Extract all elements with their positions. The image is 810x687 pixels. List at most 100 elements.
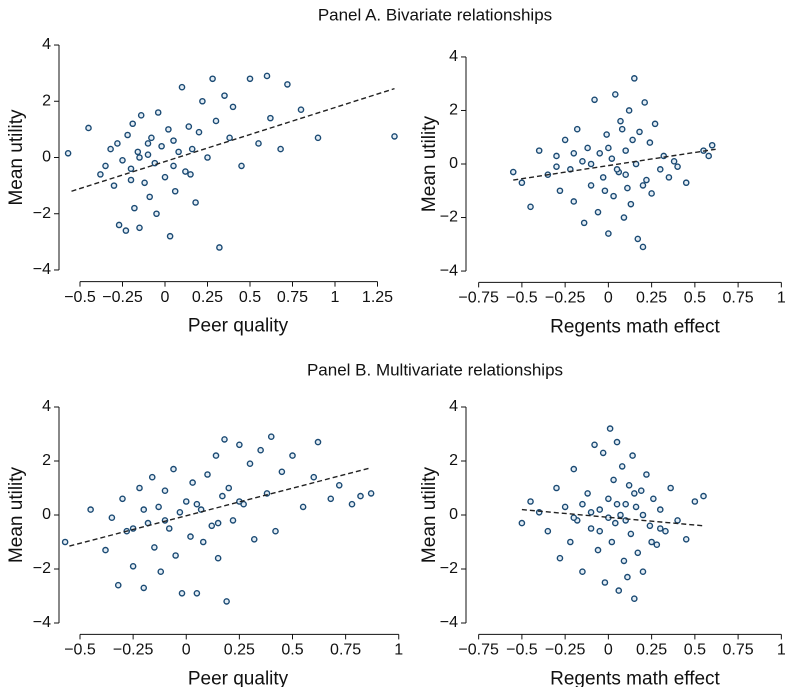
point — [553, 484, 560, 492]
point — [603, 131, 610, 138]
point — [327, 495, 335, 503]
y-tick-label: 4 — [449, 398, 458, 415]
point — [335, 481, 343, 489]
point — [622, 171, 629, 179]
point — [646, 139, 654, 146]
point — [272, 527, 279, 535]
y-tick-label: −4 — [33, 614, 51, 631]
point — [85, 124, 92, 132]
x-tick-label: 1 — [331, 289, 340, 306]
x-axis-label: Regents math effect — [550, 316, 720, 337]
fit-line — [513, 148, 716, 181]
point — [665, 174, 673, 181]
point — [705, 152, 713, 160]
point — [131, 204, 138, 212]
point — [629, 136, 636, 144]
point — [64, 149, 72, 157]
x-tick-label: −0.25 — [113, 642, 154, 659]
point — [144, 140, 152, 147]
point — [263, 72, 271, 80]
point — [553, 152, 560, 160]
point — [161, 173, 169, 181]
point — [535, 147, 543, 154]
point — [284, 81, 291, 88]
y-tick-label: 2 — [42, 452, 51, 469]
y-tick-label: 2 — [449, 102, 458, 119]
point — [627, 200, 635, 208]
point — [148, 134, 155, 142]
point — [214, 519, 222, 527]
x-axis-label: Peer quality — [188, 316, 289, 337]
x-tick-label: −0.5 — [64, 289, 96, 306]
point — [639, 182, 647, 189]
point — [141, 179, 148, 187]
point — [591, 96, 598, 104]
point — [171, 187, 179, 195]
point — [580, 219, 588, 227]
point — [608, 538, 616, 546]
point — [189, 479, 196, 486]
x-tick-label: 0.5 — [684, 642, 706, 659]
point — [278, 468, 286, 476]
point — [192, 199, 199, 206]
point — [182, 168, 189, 175]
point — [631, 490, 638, 497]
point — [124, 131, 131, 139]
point — [594, 208, 602, 216]
x-tick-label: 0 — [182, 642, 191, 659]
point — [617, 511, 624, 519]
point — [225, 484, 233, 492]
point — [212, 117, 220, 125]
point — [584, 490, 591, 497]
point — [605, 230, 612, 237]
point — [648, 190, 655, 197]
x-tick-label: 0.75 — [330, 642, 361, 659]
point — [579, 500, 586, 508]
y-tick-label: 4 — [42, 398, 51, 415]
x-tick-label: −0.75 — [458, 290, 499, 307]
y-tick-label: −4 — [440, 262, 458, 279]
x-tick-label: 1 — [394, 642, 403, 659]
point — [579, 568, 586, 576]
point — [610, 476, 617, 484]
point — [277, 145, 284, 153]
point — [166, 232, 174, 240]
y-tick-label: 0 — [42, 149, 51, 166]
point — [229, 103, 237, 111]
point — [708, 141, 716, 149]
x-tick-label: −0.5 — [506, 290, 538, 307]
point — [212, 452, 220, 459]
point — [629, 452, 636, 459]
point — [310, 473, 318, 481]
point — [208, 522, 216, 530]
point — [158, 142, 165, 150]
point — [170, 137, 177, 144]
point — [257, 446, 264, 454]
point — [182, 498, 190, 505]
point — [229, 517, 237, 524]
point — [637, 487, 645, 495]
point — [605, 144, 612, 152]
point — [170, 465, 177, 473]
point — [656, 506, 664, 513]
y-axis-label: Mean utility — [419, 466, 440, 563]
point — [587, 182, 595, 189]
y-tick-label: 2 — [42, 92, 51, 109]
point — [348, 500, 356, 508]
point — [639, 511, 647, 519]
y-tick-label: −2 — [440, 560, 458, 577]
point — [648, 538, 655, 546]
fit-line — [71, 87, 395, 192]
x-tick-label: 0.25 — [192, 289, 223, 306]
x-tick-label: −0.25 — [102, 289, 143, 306]
x-tick-label: 1 — [777, 290, 786, 307]
point — [674, 163, 681, 170]
x-tick-label: −0.75 — [458, 642, 499, 659]
point — [137, 112, 145, 119]
point — [154, 109, 162, 116]
x-tick-label: 1.25 — [362, 289, 393, 306]
point — [615, 587, 623, 594]
point — [146, 193, 153, 201]
point — [107, 145, 114, 153]
y-tick-label: −4 — [33, 261, 51, 278]
